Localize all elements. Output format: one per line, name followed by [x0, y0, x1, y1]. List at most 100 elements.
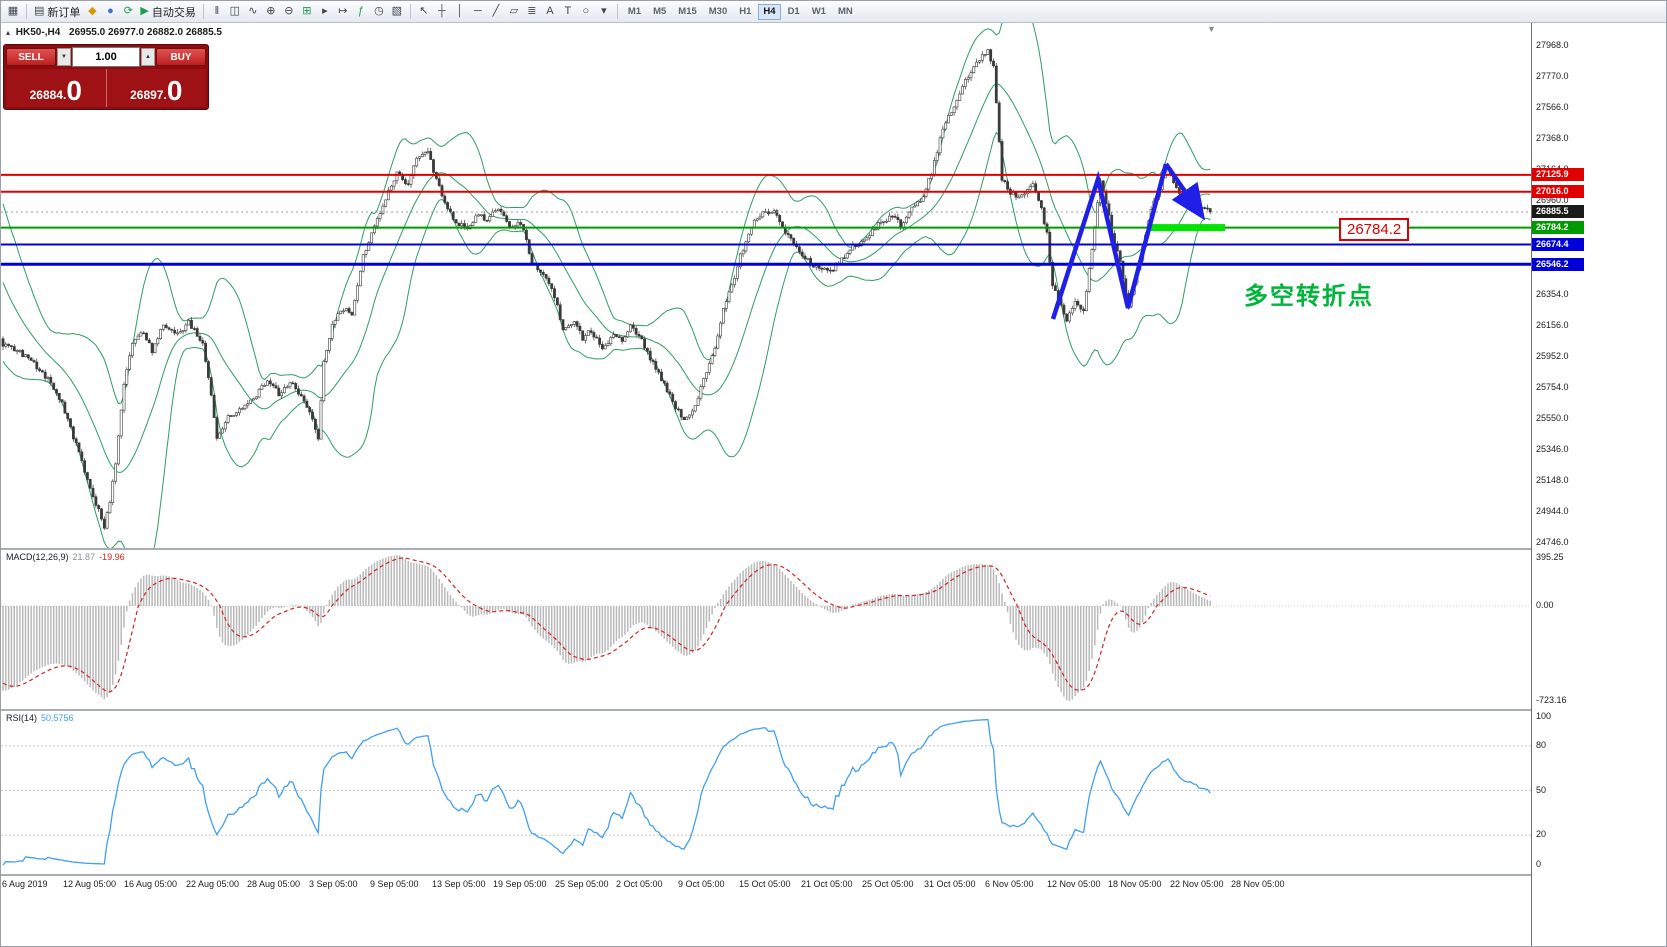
- arrows-dropdown-button[interactable]: ▾: [595, 3, 613, 21]
- candlestick-chart-button[interactable]: ◫: [226, 3, 244, 21]
- symbol-bar: ▴ HK50-,H4 26955.0 26977.0 26882.0 26885…: [6, 27, 222, 38]
- one-click-collapse-icon[interactable]: ▴: [6, 28, 11, 37]
- zigzag-drawing[interactable]: [1050, 163, 1169, 320]
- rsi-axis-label: 80: [1536, 740, 1547, 750]
- toolbar-quick-icons: ◆ ● ⟳: [83, 3, 137, 21]
- equidistant-channel-button[interactable]: ▱: [505, 3, 523, 21]
- timeframe-d1-button[interactable]: D1: [783, 4, 805, 20]
- timeframe-mn-button[interactable]: MN: [833, 4, 858, 20]
- trendline-button[interactable]: ╱: [487, 3, 505, 21]
- zoom-in-button[interactable]: ⊕: [262, 3, 280, 21]
- time-axis-label: 25 Oct 05:00: [862, 879, 914, 889]
- macd-label: MACD(12,26,9) 21.87 -19.96: [6, 552, 125, 562]
- sell-price-big: 0: [66, 75, 82, 106]
- price-axis-label: 26354.0: [1536, 289, 1569, 299]
- auto-scroll-button[interactable]: ▸: [316, 3, 334, 21]
- timeframe-w1-button[interactable]: W1: [807, 4, 831, 20]
- rsi-value: 50.5756: [41, 713, 74, 723]
- navigator-button[interactable]: ●: [101, 3, 119, 21]
- time-axis-label: 6 Aug 2019: [2, 879, 48, 889]
- shapes-button[interactable]: ○: [577, 3, 595, 21]
- price-tag: 27016.0: [1532, 185, 1584, 198]
- panel-separator[interactable]: [1, 709, 1666, 711]
- crosshair-button[interactable]: ┼: [433, 3, 451, 21]
- volume-decrease-button[interactable]: ▼: [57, 48, 71, 66]
- rsi-svg[interactable]: [1, 711, 1531, 874]
- horizontal-line-button[interactable]: ─: [469, 3, 487, 21]
- time-axis-label: 19 Sep 05:00: [493, 879, 547, 889]
- price-axis-label: 25550.0: [1536, 413, 1569, 423]
- bar-chart-button[interactable]: ‖: [208, 3, 226, 21]
- rsi-panel[interactable]: RSI(14) 50.5756: [1, 711, 1531, 874]
- macd-panel[interactable]: MACD(12,26,9) 21.87 -19.96: [1, 550, 1531, 709]
- autotrade-button[interactable]: ▶ 自动交易: [137, 3, 198, 21]
- equidistant-channel-icon: ▱: [509, 5, 519, 17]
- new-order-button[interactable]: ▤ 新订单: [31, 3, 83, 21]
- buy-button[interactable]: BUY: [156, 48, 206, 66]
- price-axis[interactable]: 27968.027770.027566.027368.027164.026960…: [1531, 23, 1666, 946]
- candles-layer: [1, 48, 1212, 530]
- horizontal-lines-layer[interactable]: [1, 173, 1531, 266]
- text-label-button[interactable]: T: [559, 3, 577, 21]
- line-chart-icon: ∿: [248, 5, 258, 17]
- buy-price[interactable]: 26897. 0: [107, 69, 207, 107]
- volume-increase-button[interactable]: ▲: [141, 48, 155, 66]
- text-button[interactable]: A: [541, 3, 559, 21]
- time-axis-label: 15 Oct 05:00: [739, 879, 791, 889]
- tile-windows-button[interactable]: ⊞: [298, 3, 316, 21]
- timeframe-m15-button[interactable]: M15: [673, 4, 701, 20]
- time-axis-label: 18 Nov 05:00: [1108, 879, 1162, 889]
- refresh-icon: ⟳: [123, 5, 134, 17]
- periods-button[interactable]: ◷: [370, 3, 388, 21]
- time-axis-label: 22 Nov 05:00: [1170, 879, 1224, 889]
- time-axis[interactable]: 6 Aug 2019 12 Aug 05:00 16 Aug 05:00 22 Aug…: [1, 876, 1531, 894]
- volume-input[interactable]: [72, 47, 140, 67]
- zoom-out-button[interactable]: ⊖: [280, 3, 298, 21]
- panel-separator[interactable]: [1, 874, 1666, 876]
- timeframe-h1-button[interactable]: H1: [734, 4, 756, 20]
- sell-button[interactable]: SELL: [6, 48, 56, 66]
- refresh-button[interactable]: ⟳: [119, 3, 137, 21]
- time-axis-label: 31 Oct 05:00: [924, 879, 976, 889]
- chart-annotation-text[interactable]: 多空转折点: [1244, 283, 1374, 310]
- sell-price[interactable]: 26884. 0: [6, 69, 106, 107]
- timeframe-m5-button[interactable]: M5: [648, 4, 671, 20]
- timeframe-h4-button[interactable]: H4: [758, 3, 781, 20]
- timeframe-m1-button[interactable]: M1: [623, 4, 646, 20]
- navigator-icon: ●: [107, 5, 114, 17]
- zigzag-arrow-end[interactable]: [1164, 162, 1206, 221]
- trendline-icon: ╱: [492, 5, 500, 17]
- toolbar-draw-tools: ↖ ┼ │ ─ ╱ ▱ ≣ A T ○ ▾: [415, 3, 613, 21]
- main-chart-panel[interactable]: ▴ HK50-,H4 26955.0 26977.0 26882.0 26885…: [1, 23, 1531, 548]
- macd-axis-label: 0.00: [1536, 600, 1554, 610]
- chart-shift-marker-icon[interactable]: ▼: [1207, 24, 1216, 34]
- crosshair-icon: ┼: [437, 5, 446, 17]
- panel-separator[interactable]: [1, 548, 1666, 550]
- highlight-segment[interactable]: [1147, 224, 1225, 232]
- templates-button[interactable]: ▧: [388, 3, 406, 21]
- time-axis-label: 3 Sep 05:00: [309, 879, 358, 889]
- price-axis-label: 24944.0: [1536, 506, 1569, 516]
- indicators-button[interactable]: ƒ: [352, 3, 370, 21]
- new-chart-button[interactable]: ▦: [4, 3, 22, 21]
- macd-histogram-layer: [2, 555, 1211, 701]
- price-callout-label[interactable]: 26784.2: [1339, 218, 1410, 241]
- buy-price-int: 26897.: [130, 88, 167, 102]
- new-order-label: 新订单: [47, 6, 81, 19]
- timeframe-m30-button[interactable]: M30: [704, 4, 732, 20]
- market-watch-button[interactable]: ◆: [83, 3, 101, 21]
- rsi-axis-label: 20: [1536, 829, 1547, 839]
- macd-svg[interactable]: [1, 550, 1531, 709]
- vertical-line-button[interactable]: │: [451, 3, 469, 21]
- sell-price-int: 26884.: [29, 88, 67, 102]
- fibonacci-button[interactable]: ≣: [523, 3, 541, 21]
- line-chart-button[interactable]: ∿: [244, 3, 262, 21]
- market-watch-icon: ◆: [88, 5, 97, 17]
- main-chart-svg[interactable]: [1, 23, 1531, 548]
- toolbar: ▦ ▤ 新订单 ◆ ● ⟳ ▶ 自动交易 ‖ ◫ ∿ ⊕ ⊖ ⊞ ▸ ↦ ƒ ◷ ▧ ↖ ┼ │ ─ ╱ ▱ ≣ A T…: [1, 1, 1666, 23]
- time-axis-label: 12 Nov 05:00: [1047, 879, 1101, 889]
- periods-icon: ◷: [374, 5, 384, 17]
- autotrade-icon: ▶: [140, 5, 149, 17]
- chart-shift-button[interactable]: ↦: [334, 3, 352, 21]
- cursor-button[interactable]: ↖: [415, 3, 433, 21]
